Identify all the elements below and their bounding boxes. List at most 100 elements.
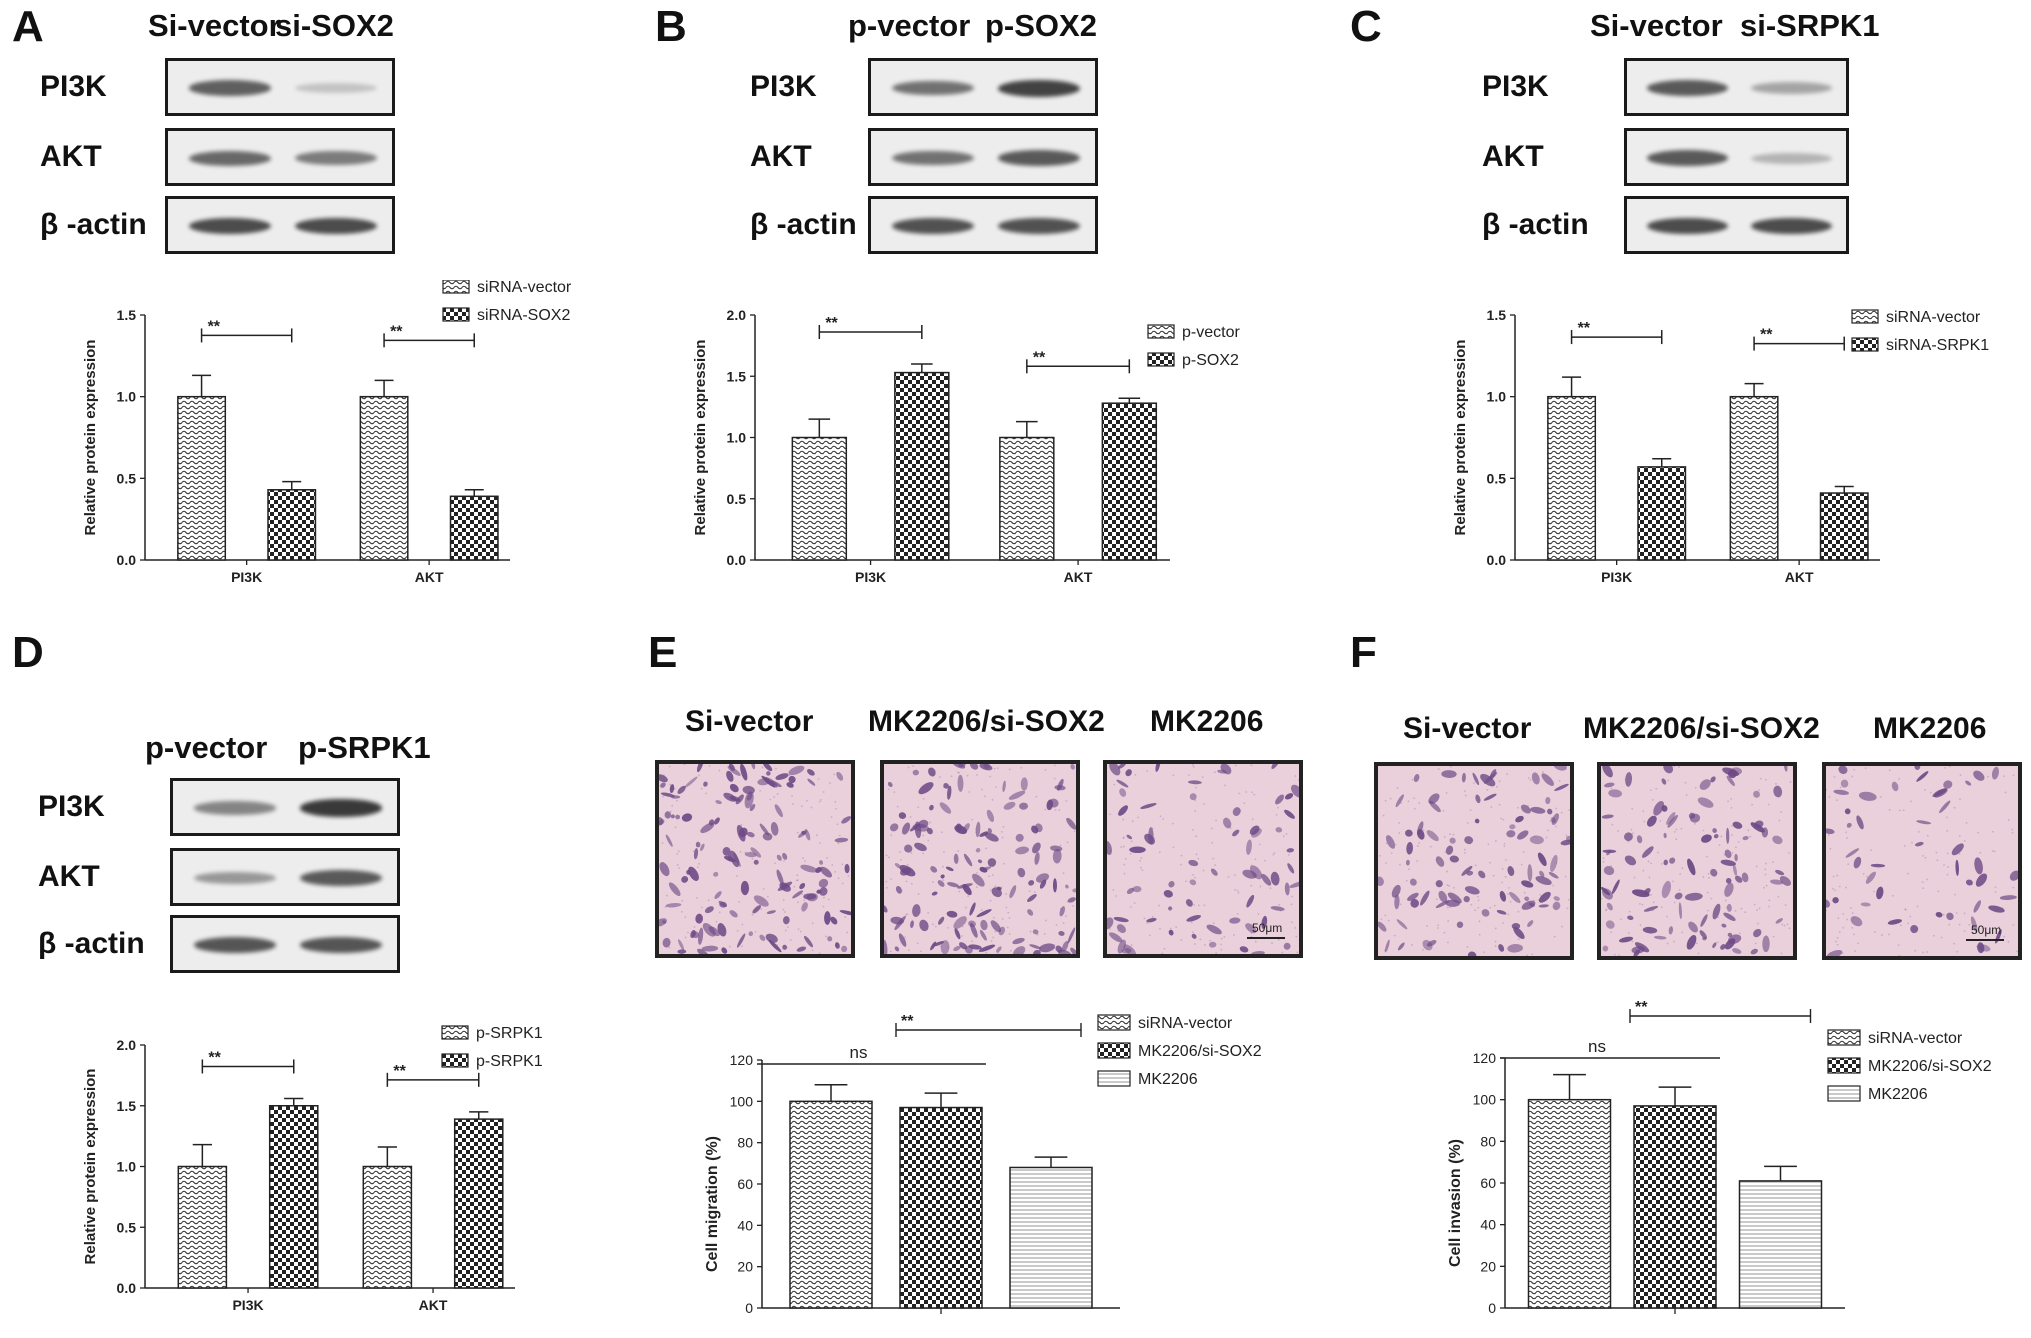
speckle <box>1953 942 1956 945</box>
cell <box>700 843 705 852</box>
cell <box>1445 899 1461 907</box>
speckle <box>1506 773 1509 776</box>
blot-band-1-2-1 <box>997 217 1081 235</box>
cell <box>1721 923 1727 928</box>
micrograph-cells-0-0 <box>659 764 851 954</box>
cell <box>1283 942 1291 950</box>
speckle <box>1851 926 1854 929</box>
speckle <box>819 841 822 844</box>
speckle <box>1720 835 1723 838</box>
speckle <box>1828 795 1831 798</box>
speckle <box>1668 825 1671 828</box>
speckle <box>1730 936 1733 939</box>
speckle <box>728 945 731 948</box>
speckle <box>1117 929 1120 932</box>
significance-label: ** <box>901 1013 914 1030</box>
speckle <box>800 946 803 949</box>
cell <box>1046 799 1054 811</box>
speckle <box>1780 810 1783 813</box>
speckle <box>931 923 934 926</box>
legend-label: siRNA-vector <box>477 280 572 296</box>
cell <box>919 919 929 932</box>
speckle <box>1650 862 1652 865</box>
speckle <box>1029 930 1032 933</box>
speckle <box>802 857 804 860</box>
speckle <box>1553 935 1556 938</box>
cell <box>830 916 838 925</box>
cell <box>1973 770 1985 781</box>
y-tick-label: 0.0 <box>117 552 137 568</box>
speckle <box>1028 890 1031 893</box>
speckle <box>1232 934 1235 936</box>
cell <box>824 911 831 925</box>
speckle <box>1909 800 1912 803</box>
speckle <box>791 803 794 805</box>
cell <box>729 910 738 918</box>
cell <box>688 866 699 881</box>
speckle <box>1073 830 1076 833</box>
cell <box>1509 824 1516 830</box>
speckle <box>1193 903 1196 906</box>
speckle <box>1649 932 1652 934</box>
micro-label-0-2: MK2206 <box>1150 705 1264 738</box>
speckle <box>1564 875 1567 878</box>
cell <box>1284 793 1294 800</box>
speckle <box>1210 827 1213 830</box>
speckle <box>746 803 749 806</box>
speckle <box>1227 876 1230 878</box>
blot-row-label-3-0: PI3K <box>38 790 105 823</box>
legend-swatch <box>1827 1029 1861 1046</box>
speckle <box>1053 777 1056 780</box>
speckle <box>1943 864 1945 866</box>
speckle <box>708 765 711 767</box>
speckle <box>995 786 998 788</box>
speckle <box>1613 953 1616 956</box>
speckle <box>1158 851 1161 854</box>
speckle <box>1502 818 1505 821</box>
y-tick-label: 0 <box>1488 1300 1496 1316</box>
speckle <box>1520 863 1523 866</box>
speckle <box>1993 850 1996 853</box>
cell <box>1449 837 1456 844</box>
speckle <box>1730 824 1733 827</box>
speckle <box>1958 923 1961 926</box>
speckle <box>968 791 970 793</box>
speckle <box>1898 777 1901 780</box>
significance-label: ** <box>1760 327 1773 344</box>
speckle <box>1251 791 1253 794</box>
speckle <box>1954 893 1956 896</box>
speckle <box>1201 776 1204 779</box>
cell <box>717 923 727 937</box>
cell <box>1712 828 1717 833</box>
blot-box-1-2 <box>868 196 1098 254</box>
cell <box>700 822 715 834</box>
cell <box>1185 899 1193 907</box>
speckle <box>1494 945 1497 947</box>
speckle <box>1710 897 1713 900</box>
speckle <box>1245 791 1248 793</box>
cell <box>1261 873 1272 886</box>
speckle <box>1477 895 1479 898</box>
y-tick-label: 1.0 <box>727 430 747 446</box>
speckle <box>946 946 949 949</box>
cell <box>1065 884 1069 889</box>
significance-label: ** <box>825 315 838 332</box>
cell <box>928 767 936 777</box>
speckle <box>1842 912 1845 915</box>
speckle <box>1411 943 1413 946</box>
speckle <box>1446 884 1449 886</box>
blot-band-2-1-1 <box>1750 152 1832 164</box>
cell <box>1232 807 1241 817</box>
speckle <box>736 875 738 877</box>
cell <box>987 828 993 834</box>
speckle <box>1656 813 1659 816</box>
speckle <box>2004 791 2007 794</box>
cell <box>1999 895 2017 900</box>
speckle <box>1529 778 1532 781</box>
speckle <box>2003 775 2005 778</box>
cell <box>796 946 807 952</box>
cell <box>1438 890 1448 903</box>
cell <box>1125 769 1132 777</box>
speckle <box>2011 831 2014 834</box>
speckle <box>1159 815 1162 818</box>
